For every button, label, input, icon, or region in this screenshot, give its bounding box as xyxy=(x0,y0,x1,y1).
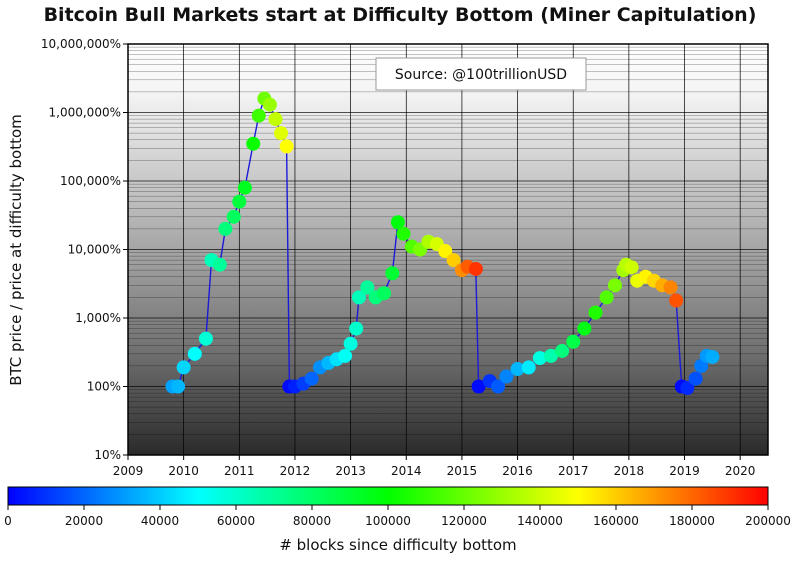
colorbar-tick-label: 200000 xyxy=(745,514,791,528)
data-point xyxy=(385,266,400,281)
x-tick-label: 2019 xyxy=(669,464,700,478)
colorbar-tick-label: 180000 xyxy=(669,514,715,528)
data-point xyxy=(577,321,592,336)
x-tick-label: 2011 xyxy=(224,464,255,478)
data-point xyxy=(663,280,678,295)
data-point xyxy=(468,261,483,276)
data-point xyxy=(212,257,227,272)
data-point xyxy=(669,293,684,308)
colorbar-tick-label: 100000 xyxy=(365,514,411,528)
data-point xyxy=(262,97,277,112)
y-tick-label: 10% xyxy=(94,448,121,462)
chart-title: Bitcoin Bull Markets start at Difficulty… xyxy=(43,4,757,26)
data-point xyxy=(396,226,411,241)
data-point xyxy=(680,381,695,396)
data-point xyxy=(377,286,391,301)
data-point xyxy=(304,371,319,386)
data-point xyxy=(187,346,202,361)
data-point xyxy=(338,348,353,363)
y-tick-label: 100,000% xyxy=(60,174,121,188)
y-tick-label: 1,000% xyxy=(75,311,121,325)
x-tick-label: 2014 xyxy=(391,464,422,478)
y-tick-label: 100% xyxy=(87,380,121,394)
data-point xyxy=(438,244,453,259)
data-point xyxy=(251,108,266,123)
data-point xyxy=(532,351,547,366)
data-point xyxy=(599,290,614,305)
colorbar-tick-label: 160000 xyxy=(593,514,639,528)
y-axis-label: BTC price / price at difficulty bottom xyxy=(7,114,25,386)
data-point xyxy=(390,215,405,230)
colorbar-tick-label: 120000 xyxy=(441,514,487,528)
data-point xyxy=(543,348,558,363)
colorbar-tick-label: 0 xyxy=(4,514,12,528)
y-axis: 10% 100% 1,000% 10,000% 100,000% 1,000,000% 10… xyxy=(41,37,128,462)
data-point xyxy=(226,209,241,224)
x-tick-label: 2010 xyxy=(168,464,199,478)
x-tick-label: 2016 xyxy=(502,464,533,478)
y-tick-label: 1,000,000% xyxy=(49,106,121,120)
data-point xyxy=(607,278,622,293)
data-point xyxy=(268,112,283,127)
data-point xyxy=(688,371,703,386)
data-point xyxy=(521,360,536,375)
colorbar-tick-label: 80000 xyxy=(293,514,331,528)
colorbar-label: # blocks since difficulty bottom xyxy=(279,536,516,554)
colorbar-tick-label: 40000 xyxy=(141,514,179,528)
data-point xyxy=(360,280,375,295)
data-point xyxy=(176,360,191,375)
x-tick-label: 2015 xyxy=(447,464,478,478)
source-text: Source: @100trillionUSD xyxy=(395,67,567,83)
data-point xyxy=(705,349,720,364)
data-point xyxy=(446,253,461,268)
data-point xyxy=(274,126,289,141)
data-point xyxy=(471,379,486,394)
x-tick-label: 2013 xyxy=(335,464,366,478)
data-point xyxy=(491,379,506,394)
data-point xyxy=(218,221,233,236)
data-point xyxy=(588,305,603,320)
y-tick-label: 10,000,000% xyxy=(41,37,121,51)
data-point xyxy=(510,362,525,377)
data-point xyxy=(624,260,639,275)
data-point xyxy=(232,194,247,209)
x-axis: 2009 2010 2011 2012 2013 2014 2015 2016 2017 2018… xyxy=(113,455,756,478)
source-annotation: Source: @100trillionUSD xyxy=(375,57,587,91)
data-point xyxy=(279,139,294,154)
data-point xyxy=(351,290,366,305)
x-tick-label: 2020 xyxy=(725,464,756,478)
x-tick-label: 2009 xyxy=(113,464,144,478)
data-point xyxy=(566,334,581,349)
colorbar-tick-label: 140000 xyxy=(517,514,563,528)
x-tick-label: 2018 xyxy=(614,464,645,478)
x-tick-label: 2017 xyxy=(558,464,589,478)
data-point xyxy=(171,379,186,394)
y-tick-label: 10,000% xyxy=(68,243,121,257)
data-point xyxy=(343,336,358,351)
colorbar-tick-label: 60000 xyxy=(217,514,255,528)
data-points xyxy=(165,91,720,396)
data-point xyxy=(198,331,213,346)
x-tick-label: 2012 xyxy=(280,464,311,478)
data-point xyxy=(349,321,364,336)
data-point xyxy=(237,180,252,195)
data-point xyxy=(555,343,570,358)
colorbar-ticks: 0 20000 40000 60000 80000 100000 120000 140000 1… xyxy=(4,505,791,528)
data-point xyxy=(246,136,261,151)
colorbar xyxy=(7,486,769,506)
data-point xyxy=(499,369,514,384)
colorbar-tick-label: 20000 xyxy=(65,514,103,528)
